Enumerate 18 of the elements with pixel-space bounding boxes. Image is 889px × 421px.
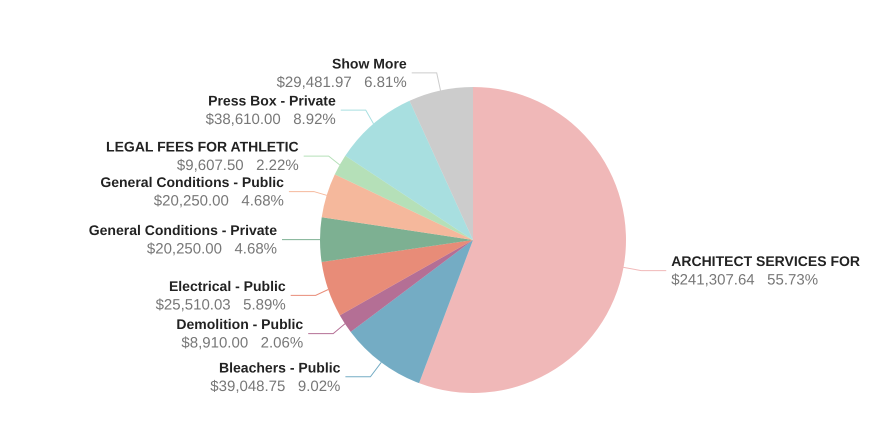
slice-label: Electrical - Public [168, 278, 286, 294]
data-label: $241,307.64 55.73% [671, 272, 818, 289]
slice-label: Demolition - Public [176, 316, 304, 332]
data-label: $25,510.03 5.89% [156, 296, 286, 314]
slice-label: Bleachers - Public [219, 359, 341, 376]
data-label: $20,250.00 4.68% [146, 240, 277, 258]
slice-label: Press Box - Private [208, 92, 336, 109]
data-label: $38,610.00 8.92% [206, 111, 336, 128]
slice-label: LEGAL FEES FOR ATHLETIC [106, 138, 299, 155]
data-label: $9,607.50 2.22% [176, 157, 299, 174]
data-label: $29,481.97 6.81% [276, 74, 407, 91]
data-label: $39,048.75 9.02% [210, 378, 340, 395]
slice-label: Show More [332, 55, 407, 72]
slice-label: ARCHITECT SERVICES FOR [671, 253, 860, 270]
data-label: $8,910.00 2.06% [181, 334, 304, 352]
slice-label: General Conditions - Public [100, 174, 284, 190]
data-label: $20,250.00 4.68% [154, 192, 284, 210]
slice-label: General Conditions - Private [88, 222, 278, 238]
